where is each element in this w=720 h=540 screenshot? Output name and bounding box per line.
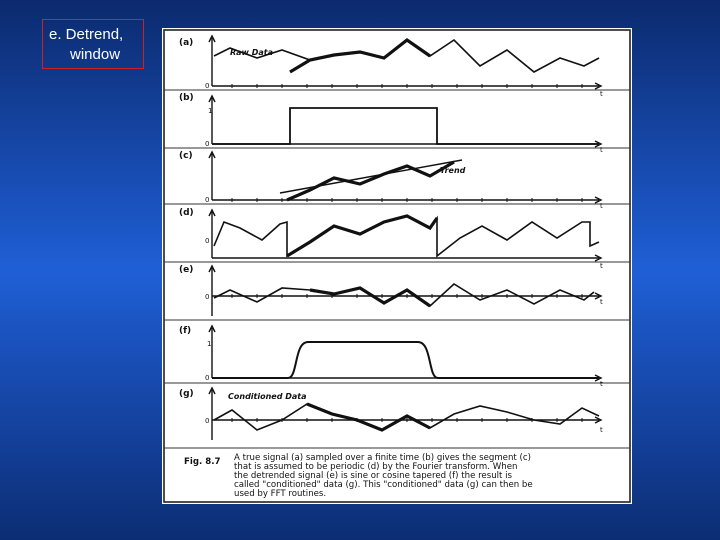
panel-label-e: (e) (179, 265, 193, 275)
panel-label-b: (b) (179, 93, 194, 103)
panel-f-one: 1 (207, 340, 211, 348)
caption-line-1: A true signal (a) sampled over a finite … (234, 453, 531, 463)
slide-title-line2: window (70, 46, 121, 63)
axes (208, 34, 603, 440)
panel-e-zero: 0 (205, 293, 209, 301)
annotation-conditioned-data: Conditioned Data (228, 392, 307, 401)
panel-label-a: (a) (179, 38, 193, 48)
panel-g-zero: 0 (205, 417, 209, 425)
panel-label-g: (g) (179, 389, 194, 399)
slide-title: e. Detrend, window (42, 19, 144, 69)
panel-b-one: 1 (208, 107, 212, 115)
panel-b-t: t (600, 146, 603, 154)
caption-line-4: called "conditioned" data (g). This "con… (234, 480, 533, 490)
panel-c-zero: 0 (205, 196, 209, 204)
caption-line-2: that is assumed to be periodic (d) by th… (234, 462, 517, 472)
figure-scan: (a) (b) (c) (d) (e) (f) (g) Raw Data Tre… (162, 28, 632, 504)
panel-f-t: t (600, 380, 603, 388)
figure-svg: (a) (b) (c) (d) (e) (f) (g) Raw Data Tre… (163, 29, 631, 503)
panel-a-zero: 0 (205, 82, 209, 90)
sampled-segment (286, 160, 455, 202)
caption-fig-label: Fig. 8.7 (184, 457, 220, 467)
conditioned-segment (306, 402, 431, 432)
figure-frame (163, 29, 631, 503)
boxcar-window (212, 107, 599, 145)
panel-label-c: (c) (179, 151, 193, 161)
panel-f-zero: 0 (205, 374, 209, 382)
detrended-segment (309, 286, 431, 308)
tick-marks (231, 84, 583, 422)
panel-g-t: t (600, 426, 603, 434)
trend-line (279, 159, 463, 194)
panel-e-t: t (600, 298, 603, 306)
raw-data-segment (289, 38, 431, 74)
panel-c-t: t (600, 202, 603, 210)
panel-separators (164, 89, 630, 449)
panel-label-f: (f) (179, 326, 191, 336)
panel-label-d: (d) (179, 208, 194, 218)
caption-line-3: the detrended signal (e) is sine or cosi… (234, 471, 513, 481)
annotation-raw-data: Raw Data (230, 48, 273, 57)
panel-d-t: t (600, 262, 603, 270)
caption-line-5: used by FFT routines. (234, 489, 326, 499)
periodic-extension (213, 215, 600, 258)
tapered-window (212, 341, 599, 379)
annotation-trend: Trend (440, 166, 466, 175)
slide-title-line1: e. Detrend, (49, 26, 124, 43)
detrended-signal (213, 283, 595, 308)
panel-d-zero: 0 (205, 237, 209, 245)
panel-b-zero: 0 (205, 140, 209, 148)
panel-a-t: t (600, 90, 603, 98)
periodic-extension-segment (286, 214, 439, 258)
